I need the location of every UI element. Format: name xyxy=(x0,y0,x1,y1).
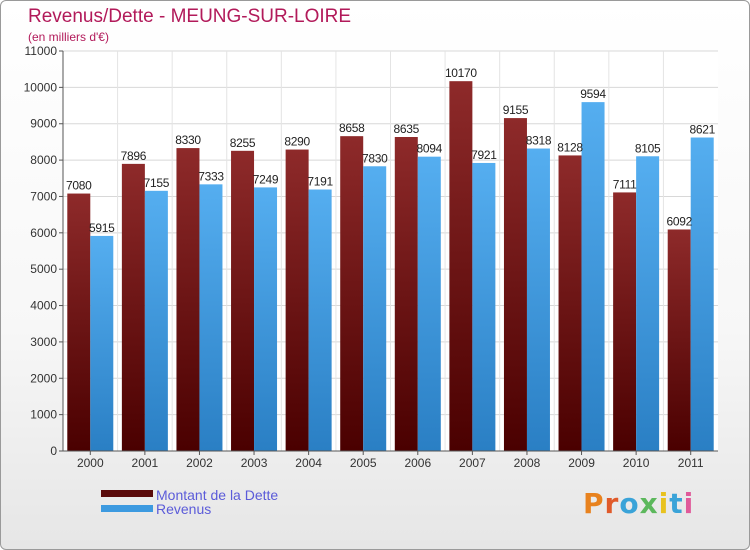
data-label-dette: 8635 xyxy=(394,122,420,136)
data-label-dette: 8290 xyxy=(284,135,310,149)
x-tick-label: 2007 xyxy=(459,456,486,470)
data-label-dette: 8255 xyxy=(230,136,256,150)
x-tick-label: 2001 xyxy=(132,456,159,470)
y-tick-label: 0 xyxy=(50,444,57,458)
x-tick-label: 2002 xyxy=(186,456,213,470)
data-label-revenus: 7830 xyxy=(362,151,388,165)
y-tick-label: 6000 xyxy=(30,226,57,240)
bar-revenus xyxy=(417,156,441,451)
y-tick-label: 10000 xyxy=(24,80,58,94)
data-label-revenus: 7191 xyxy=(307,175,333,189)
proxiti-logo: Proxiti xyxy=(583,487,695,520)
bar-dette xyxy=(67,193,91,451)
bar-revenus xyxy=(526,148,550,451)
y-tick-label: 5000 xyxy=(30,262,57,276)
bar-dette xyxy=(503,118,527,451)
bar-dette xyxy=(558,155,582,451)
legend-label-revenus: Revenus xyxy=(156,501,212,517)
bar-dette xyxy=(231,150,255,451)
chart-title: Revenus/Dette - MEUNG-SUR-LOIRE xyxy=(28,6,352,27)
data-label-dette: 7111 xyxy=(613,177,637,191)
data-label-dette: 7080 xyxy=(66,179,92,193)
y-tick-label: 4000 xyxy=(30,299,57,313)
x-tick-label: 2000 xyxy=(77,456,104,470)
bar-revenus xyxy=(472,162,496,452)
y-tick-label: 1000 xyxy=(30,408,57,422)
bar-dette xyxy=(176,148,200,451)
data-label-dette: 9155 xyxy=(503,103,529,117)
data-label-dette: 8658 xyxy=(339,121,365,135)
y-tick-label: 2000 xyxy=(30,371,57,385)
x-tick-label: 2005 xyxy=(350,456,377,470)
bar-revenus xyxy=(581,102,605,452)
bar-dette xyxy=(121,163,145,451)
bar-revenus xyxy=(144,190,168,451)
data-label-revenus: 5915 xyxy=(89,221,115,235)
y-tick-label: 8000 xyxy=(30,153,57,167)
y-tick-label: 11000 xyxy=(25,44,58,58)
bar-revenus xyxy=(363,166,387,452)
data-label-revenus: 8621 xyxy=(689,123,715,137)
bar-revenus xyxy=(199,184,223,451)
legend-swatch-revenus xyxy=(101,505,153,512)
bar-dette xyxy=(394,137,418,451)
data-label-revenus: 7249 xyxy=(253,172,279,186)
x-tick-label: 2009 xyxy=(568,456,595,470)
data-label-dette: 7896 xyxy=(121,149,147,163)
data-label-dette: 8128 xyxy=(557,140,583,154)
bar-dette xyxy=(449,81,473,451)
data-label-revenus: 8094 xyxy=(417,142,443,156)
bar-revenus xyxy=(90,235,114,451)
x-tick-label: 2004 xyxy=(295,456,322,470)
data-label-dette: 6092 xyxy=(666,214,692,228)
x-tick-label: 2008 xyxy=(514,456,541,470)
bar-dette xyxy=(285,149,309,451)
bar-dette xyxy=(340,136,364,451)
x-tick-label: 2010 xyxy=(623,456,650,470)
legend-label-dette: Montant de la Dette xyxy=(156,487,279,503)
bar-revenus xyxy=(690,137,714,451)
bar-dette xyxy=(613,192,637,451)
x-tick-label: 2006 xyxy=(404,456,431,470)
bar-revenus xyxy=(254,187,278,451)
bar-revenus xyxy=(636,156,660,452)
data-label-dette: 8330 xyxy=(175,133,201,147)
x-tick-label: 2011 xyxy=(678,456,704,470)
x-tick-label: 2003 xyxy=(241,456,268,470)
data-label-revenus: 8318 xyxy=(526,134,552,148)
data-label-revenus: 8105 xyxy=(635,141,661,155)
y-tick-label: 7000 xyxy=(30,189,57,203)
data-label-revenus: 9594 xyxy=(580,87,606,101)
y-tick-label: 9000 xyxy=(30,117,57,131)
data-label-dette: 10170 xyxy=(445,66,477,80)
data-label-revenus: 7921 xyxy=(471,148,497,162)
bar-dette xyxy=(667,229,691,451)
y-tick-label: 3000 xyxy=(30,335,57,349)
chart-subtitle: (en milliers d'€) xyxy=(28,30,109,44)
bar-revenus xyxy=(308,189,332,451)
legend-swatch-dette xyxy=(101,490,153,497)
data-label-revenus: 7155 xyxy=(144,176,170,190)
data-label-revenus: 7333 xyxy=(198,169,224,183)
